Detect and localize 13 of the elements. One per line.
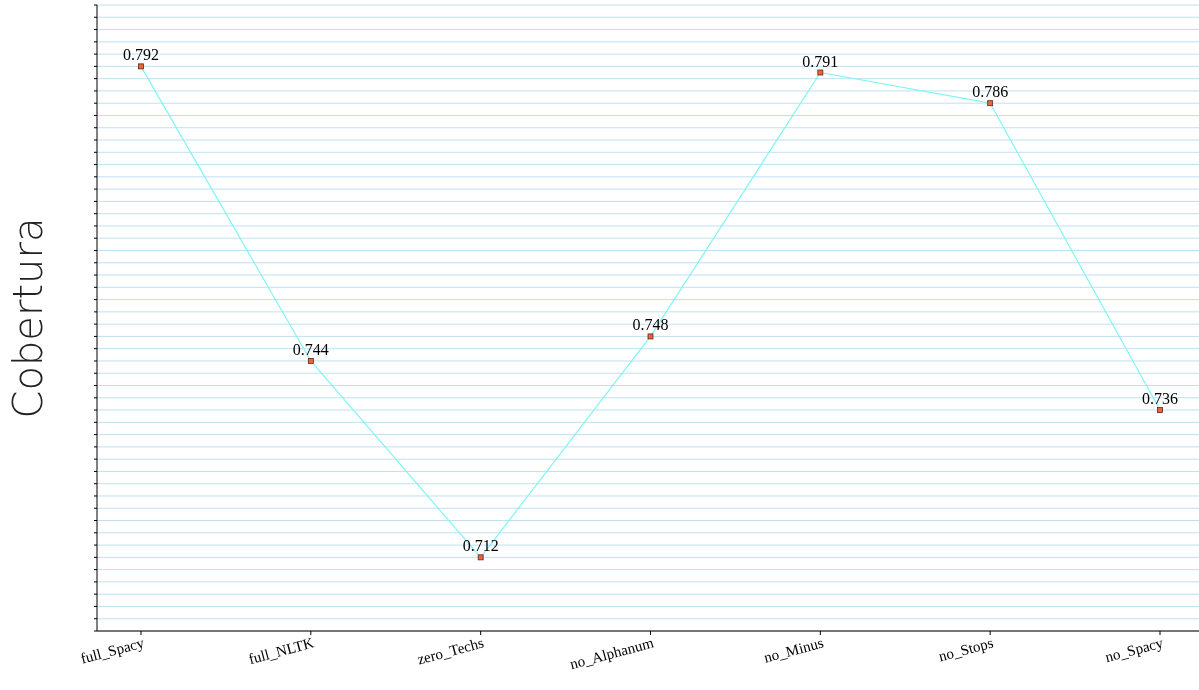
- data-label: 0.792: [123, 46, 159, 64]
- data-label: 0.712: [462, 537, 499, 555]
- y-axis-title: Cobertura: [5, 217, 51, 419]
- x-tick-label: no_Stops: [936, 634, 996, 665]
- x-tick-label: zero_Techs: [415, 634, 486, 668]
- x-tick-label: full_Spacy: [78, 634, 147, 667]
- data-label: 0.736: [1142, 390, 1178, 408]
- data-label: 0.786: [972, 83, 1009, 101]
- data-label: 0.748: [632, 316, 669, 334]
- data-label: 0.791: [802, 52, 839, 70]
- x-tick-label: no_Minus: [762, 634, 826, 666]
- x-tick-label: no_Spacy: [1103, 634, 1166, 666]
- data-label: 0.744: [292, 340, 329, 358]
